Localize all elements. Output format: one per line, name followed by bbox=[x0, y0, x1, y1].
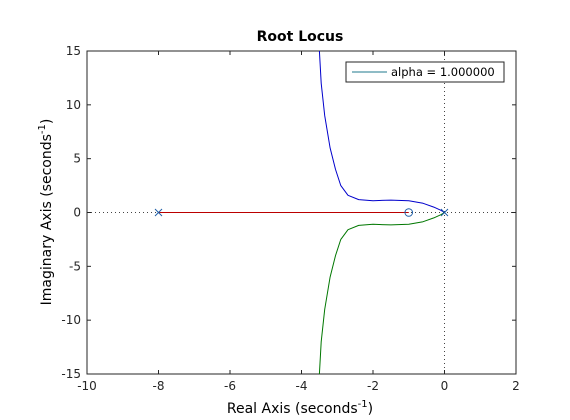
x-axis-ticks: -10 -8 -6 -4 -2 0 2 bbox=[77, 51, 520, 393]
y-axis-label-text: Imaginary Axis (seconds bbox=[39, 134, 55, 305]
y-axis-label: Imaginary Axis (seconds-1) bbox=[37, 119, 55, 306]
x-axis-label-text: Real Axis (seconds bbox=[227, 401, 358, 417]
x-axis-label: Real Axis (seconds-1) bbox=[227, 399, 373, 417]
y-axis-label-close: ) bbox=[39, 119, 55, 124]
y-axis-ticks: -15 -10 -5 0 5 10 15 bbox=[61, 44, 516, 381]
pole-marker-stroke-b bbox=[154, 208, 163, 217]
x-tick-label: -2 bbox=[367, 379, 379, 393]
x-axis-label-sup: -1 bbox=[358, 399, 368, 410]
locus-branch-blue bbox=[318, 50, 445, 213]
y-tick-label: -10 bbox=[61, 313, 81, 327]
pole-marker-0 bbox=[154, 208, 163, 217]
legend-box bbox=[345, 61, 505, 83]
zero-marker-0 bbox=[404, 208, 414, 217]
x-tick-label: -8 bbox=[153, 379, 165, 393]
pole-marker-1 bbox=[440, 208, 449, 217]
legend[interactable]: alpha = 1.000000 bbox=[345, 61, 505, 83]
y-tick-label: -5 bbox=[69, 259, 81, 273]
pole-zero-markers bbox=[154, 208, 449, 217]
locus-branch-green bbox=[318, 212, 445, 375]
pole-marker-stroke-b bbox=[440, 208, 449, 217]
y-tick-label: -15 bbox=[61, 367, 81, 381]
chart-title: Root Locus bbox=[257, 29, 344, 45]
y-tick-label: 0 bbox=[73, 206, 81, 220]
x-axis-label-close: ) bbox=[368, 401, 373, 417]
legend-entry: alpha = 1.000000 bbox=[391, 65, 495, 79]
y-tick-label: 15 bbox=[66, 44, 81, 58]
y-tick-label: 10 bbox=[66, 98, 81, 112]
locus-curves bbox=[158, 50, 445, 375]
x-tick-label: -4 bbox=[296, 379, 308, 393]
y-tick-label: 5 bbox=[73, 152, 81, 166]
x-tick-label: -6 bbox=[224, 379, 236, 393]
y-axis-label-sup: -1 bbox=[37, 124, 48, 134]
x-tick-label: 0 bbox=[441, 379, 449, 393]
x-tick-label: -10 bbox=[77, 379, 97, 393]
x-tick-label: 2 bbox=[512, 379, 520, 393]
